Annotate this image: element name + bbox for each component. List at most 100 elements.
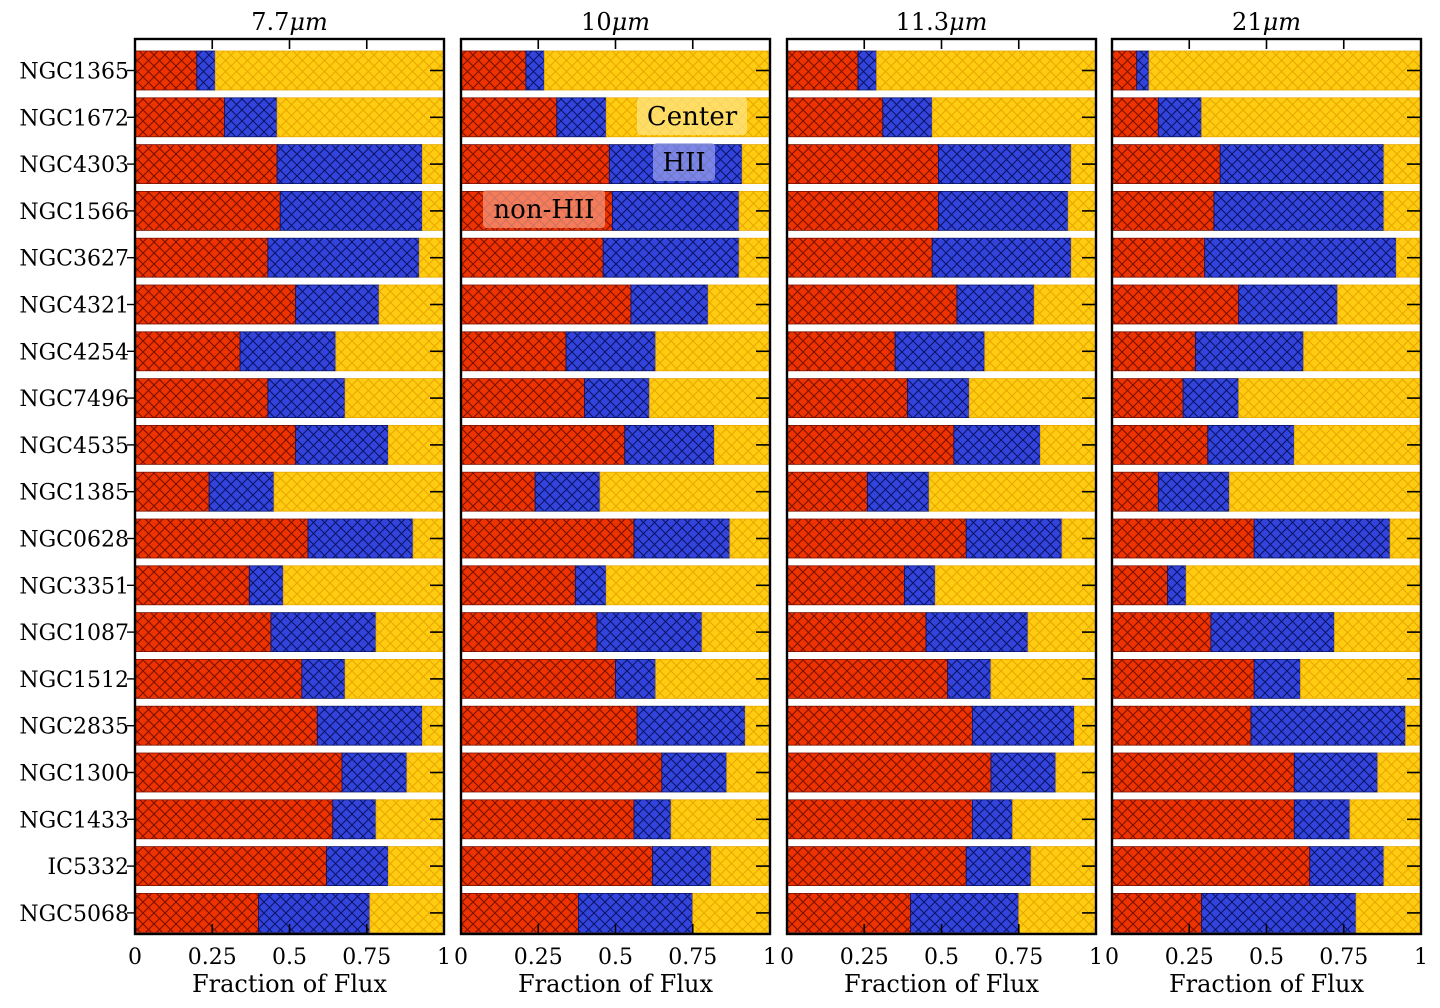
bar-non-hii-ic5332 xyxy=(1111,846,1311,886)
y-tick-label-ngc1672: NGC1672 xyxy=(19,106,129,131)
bar-hii-ngc4303 xyxy=(938,144,1072,185)
legend-box xyxy=(653,143,715,181)
bar-hii-ngc1672 xyxy=(556,97,607,138)
bar-non-hii-ngc1300 xyxy=(786,752,992,793)
bar-non-hii-ngc2835 xyxy=(460,705,638,746)
panel-title: 10μm xyxy=(581,8,650,36)
legend-swatch xyxy=(637,97,747,135)
bar-hii-ngc4321 xyxy=(630,284,709,325)
legend-entry-hii: HII xyxy=(653,143,715,181)
x-tick-label: 0.5 xyxy=(598,945,633,970)
bar-non-hii-ngc1672 xyxy=(786,97,884,138)
bar-hii-ic5332 xyxy=(1309,846,1385,886)
bar-center-ngc7496 xyxy=(649,378,771,419)
bar-center-ngc1385 xyxy=(599,471,771,512)
bar-center-ngc1672 xyxy=(931,97,1097,138)
bar-hii-ngc5068 xyxy=(578,893,694,933)
bar-non-hii-ngc1087 xyxy=(786,612,927,652)
bar-hii-ic5332 xyxy=(652,846,712,886)
bar-hii-ngc0628 xyxy=(965,518,1063,559)
bar-hii-ngc2835 xyxy=(636,705,746,746)
bar-non-hii-ngc4321 xyxy=(1111,284,1240,325)
bar-non-hii-ngc5068 xyxy=(1111,893,1203,933)
y-tick-label-ngc1512: NGC1512 xyxy=(19,668,129,693)
bar-center-ngc3351 xyxy=(934,565,1097,606)
bar-center-ngc4254 xyxy=(984,331,1097,372)
bar-hii-ngc1433 xyxy=(972,799,1013,840)
bar-center-ngc1672 xyxy=(1201,97,1422,138)
legend-entry-center: Center xyxy=(637,97,747,135)
bar-non-hii-ngc4303 xyxy=(1111,144,1221,185)
panel-21-m: 21μm 0 0.25 0.5 0.75 1 Fraction of Flux xyxy=(1105,8,1428,998)
bar-hii-ngc1566 xyxy=(612,190,740,231)
bar-non-hii-ngc1087 xyxy=(460,612,598,652)
bar-hii-ngc1566 xyxy=(279,190,423,231)
bar-non-hii-ic5332 xyxy=(134,846,327,886)
legend-label: non-HII xyxy=(493,195,594,225)
bar-hii-ngc5068 xyxy=(258,893,371,933)
bar-hii-ngc4254 xyxy=(565,331,657,372)
bar-center-ngc3351 xyxy=(282,565,445,606)
bar-non-hii-ngc1433 xyxy=(786,799,973,840)
x-tick-label: 0.5 xyxy=(924,945,959,970)
bar-non-hii-ngc1433 xyxy=(134,799,334,840)
bar-center-ngc4254 xyxy=(335,331,445,372)
bar-non-hii-ngc5068 xyxy=(786,893,911,933)
bar-center-ngc4535 xyxy=(1039,424,1097,465)
bar-non-hii-ngc0628 xyxy=(786,518,967,559)
bar-non-hii-ngc7496 xyxy=(1111,378,1184,419)
y-tick-label-ngc7496: NGC7496 xyxy=(19,387,129,412)
bar-non-hii-ngc4303 xyxy=(134,144,278,185)
bar-non-hii-ngc4254 xyxy=(786,331,896,372)
bar-hii-ngc3627 xyxy=(267,237,420,278)
bar-non-hii-ngc4254 xyxy=(460,331,567,372)
bar-non-hii-ngc2835 xyxy=(786,705,973,746)
x-axis-label: Fraction of Flux xyxy=(518,970,713,998)
bar-non-hii-ngc3351 xyxy=(1111,565,1169,606)
x-tick-label: 0 xyxy=(454,945,468,970)
bar-hii-ngc1385 xyxy=(866,471,930,512)
bar-hii-ngc2835 xyxy=(316,705,423,746)
bar-center-ngc4254 xyxy=(655,331,771,372)
bar-hii-ngc3351 xyxy=(1167,565,1187,606)
y-tick-label-ngc1433: NGC1433 xyxy=(19,808,129,833)
bar-hii-ngc1433 xyxy=(332,799,377,840)
bar-hii-ngc1087 xyxy=(1210,612,1335,652)
bar-center-ngc1087 xyxy=(1334,612,1422,652)
x-tick-label: 0 xyxy=(1105,945,1119,970)
bar-non-hii-ngc1672 xyxy=(134,97,226,138)
y-tick-label-ngc4254: NGC4254 xyxy=(19,340,129,365)
bar-hii-ic5332 xyxy=(326,846,389,886)
x-tick-label: 0.75 xyxy=(994,945,1043,970)
panel-10-m: 10μm 0 0.25 0.5 0.75 1 Fraction of Flux xyxy=(454,8,777,998)
bar-hii-ngc1300 xyxy=(661,752,728,793)
bar-hii-ngc4303 xyxy=(276,144,423,185)
legend-label: HII xyxy=(662,148,705,178)
bar-hii-ngc1566 xyxy=(1213,190,1385,231)
bar-hii-ngc1512 xyxy=(615,659,657,699)
bar-non-hii-ngc4535 xyxy=(134,424,297,465)
bar-non-hii-ngc1566 xyxy=(134,190,281,231)
bar-hii-ngc3627 xyxy=(602,237,740,278)
bar-hii-ngc4535 xyxy=(624,424,715,465)
bar-hii-ngc1433 xyxy=(1293,799,1351,840)
y-tick-label-ngc0628: NGC0628 xyxy=(19,528,129,553)
legend-swatch xyxy=(653,143,715,181)
bar-non-hii-ngc7496 xyxy=(460,378,585,419)
bar-non-hii-ngc1512 xyxy=(460,659,616,699)
bar-non-hii-ngc1433 xyxy=(460,799,635,840)
bar-non-hii-ngc2835 xyxy=(134,705,318,746)
bar-non-hii-ngc5068 xyxy=(460,893,579,933)
bar-hii-ngc2835 xyxy=(1250,705,1406,746)
x-tick-label: 0.5 xyxy=(1249,945,1284,970)
bar-non-hii-ngc1385 xyxy=(1111,471,1159,512)
legend-label: Center xyxy=(647,102,738,132)
y-tick-label-ngc5068: NGC5068 xyxy=(19,902,129,927)
x-tick-label: 0.25 xyxy=(514,945,563,970)
bar-center-ngc1365 xyxy=(1148,50,1422,91)
panel-title: 7.7μm xyxy=(251,8,328,36)
bar-non-hii-ngc3627 xyxy=(134,237,269,278)
y-tick-label-ic5332: IC5332 xyxy=(47,855,129,880)
bar-hii-ngc7496 xyxy=(1182,378,1240,419)
